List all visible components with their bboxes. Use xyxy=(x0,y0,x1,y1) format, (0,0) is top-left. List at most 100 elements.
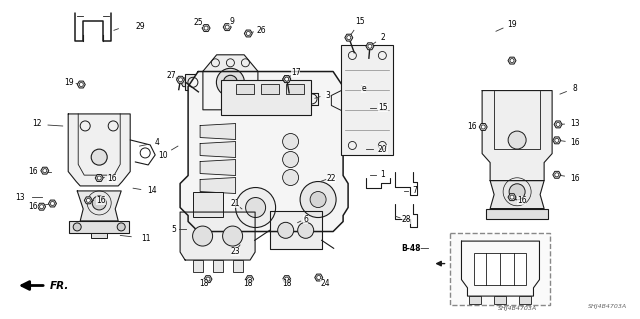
Polygon shape xyxy=(553,171,561,178)
Text: 4: 4 xyxy=(154,138,159,147)
Polygon shape xyxy=(77,81,85,88)
Text: 18: 18 xyxy=(199,279,208,288)
Bar xyxy=(341,46,394,155)
Bar xyxy=(193,191,223,217)
Text: 17: 17 xyxy=(291,68,301,77)
Polygon shape xyxy=(95,174,103,182)
Polygon shape xyxy=(490,181,544,209)
Polygon shape xyxy=(283,76,291,83)
Polygon shape xyxy=(345,34,353,41)
Bar xyxy=(212,260,223,272)
Polygon shape xyxy=(315,274,323,281)
Text: 14: 14 xyxy=(147,186,157,195)
Circle shape xyxy=(206,277,210,281)
Text: 16: 16 xyxy=(467,122,477,131)
Text: 27: 27 xyxy=(166,71,177,80)
Text: 9: 9 xyxy=(229,17,234,26)
Text: 18: 18 xyxy=(282,279,291,288)
Text: B-48: B-48 xyxy=(401,244,420,253)
Polygon shape xyxy=(84,197,92,204)
Circle shape xyxy=(236,188,276,227)
Bar xyxy=(470,296,481,304)
Text: 5: 5 xyxy=(172,225,177,234)
Polygon shape xyxy=(461,241,540,296)
Polygon shape xyxy=(203,55,258,110)
Circle shape xyxy=(73,223,81,231)
Text: 15: 15 xyxy=(355,17,365,26)
Circle shape xyxy=(310,191,326,208)
Polygon shape xyxy=(479,123,487,130)
Circle shape xyxy=(285,277,289,281)
Text: 23: 23 xyxy=(230,247,241,256)
Bar xyxy=(520,296,531,304)
Bar xyxy=(69,221,129,233)
Polygon shape xyxy=(200,160,236,175)
Circle shape xyxy=(347,36,351,40)
Polygon shape xyxy=(508,57,516,64)
Circle shape xyxy=(298,222,314,238)
Text: 15: 15 xyxy=(378,103,388,112)
Text: 1: 1 xyxy=(380,170,385,179)
Bar xyxy=(486,209,548,219)
Circle shape xyxy=(79,83,83,86)
Polygon shape xyxy=(200,123,236,139)
Text: 20: 20 xyxy=(378,145,388,154)
Bar xyxy=(260,84,278,93)
Polygon shape xyxy=(200,142,236,158)
Circle shape xyxy=(508,131,526,149)
Bar xyxy=(451,233,550,305)
Text: 29: 29 xyxy=(136,22,146,31)
Text: 3: 3 xyxy=(325,91,330,100)
Circle shape xyxy=(246,32,250,35)
Polygon shape xyxy=(508,194,516,201)
Circle shape xyxy=(278,222,294,238)
Circle shape xyxy=(97,176,101,180)
Text: 22: 22 xyxy=(327,174,336,182)
Circle shape xyxy=(223,75,237,89)
Circle shape xyxy=(283,152,299,167)
Text: 16: 16 xyxy=(28,202,38,211)
Polygon shape xyxy=(77,191,121,221)
Polygon shape xyxy=(180,212,255,260)
Text: 24: 24 xyxy=(320,279,330,288)
Circle shape xyxy=(193,226,212,246)
Bar xyxy=(236,84,253,93)
Polygon shape xyxy=(553,137,561,144)
Circle shape xyxy=(92,196,106,210)
Circle shape xyxy=(40,205,44,209)
Circle shape xyxy=(481,125,485,129)
Bar xyxy=(193,260,203,272)
Circle shape xyxy=(510,195,514,199)
Text: 25: 25 xyxy=(193,19,204,27)
Polygon shape xyxy=(283,276,291,283)
Bar xyxy=(474,253,527,285)
Polygon shape xyxy=(482,91,552,181)
Polygon shape xyxy=(283,76,291,83)
Text: 28: 28 xyxy=(402,215,411,224)
Polygon shape xyxy=(269,211,322,249)
Text: 10: 10 xyxy=(158,151,168,160)
Polygon shape xyxy=(204,276,212,283)
Circle shape xyxy=(285,77,289,81)
Polygon shape xyxy=(366,43,374,50)
Bar xyxy=(232,260,243,272)
Circle shape xyxy=(556,122,560,126)
Circle shape xyxy=(92,149,108,165)
Circle shape xyxy=(368,44,372,48)
Polygon shape xyxy=(177,76,184,83)
Circle shape xyxy=(509,184,525,200)
Text: 16: 16 xyxy=(96,196,106,205)
Circle shape xyxy=(204,26,208,30)
Polygon shape xyxy=(290,93,318,105)
Text: 11: 11 xyxy=(141,234,150,243)
Text: 12: 12 xyxy=(33,119,42,128)
Text: 7: 7 xyxy=(412,186,417,195)
Text: 26: 26 xyxy=(256,26,266,35)
Text: 16: 16 xyxy=(107,174,117,182)
Text: 21: 21 xyxy=(231,199,240,208)
Text: e: e xyxy=(361,84,366,93)
Circle shape xyxy=(317,276,321,279)
Text: 16: 16 xyxy=(570,174,580,182)
Text: 2: 2 xyxy=(380,33,385,42)
Text: 13: 13 xyxy=(570,119,580,128)
